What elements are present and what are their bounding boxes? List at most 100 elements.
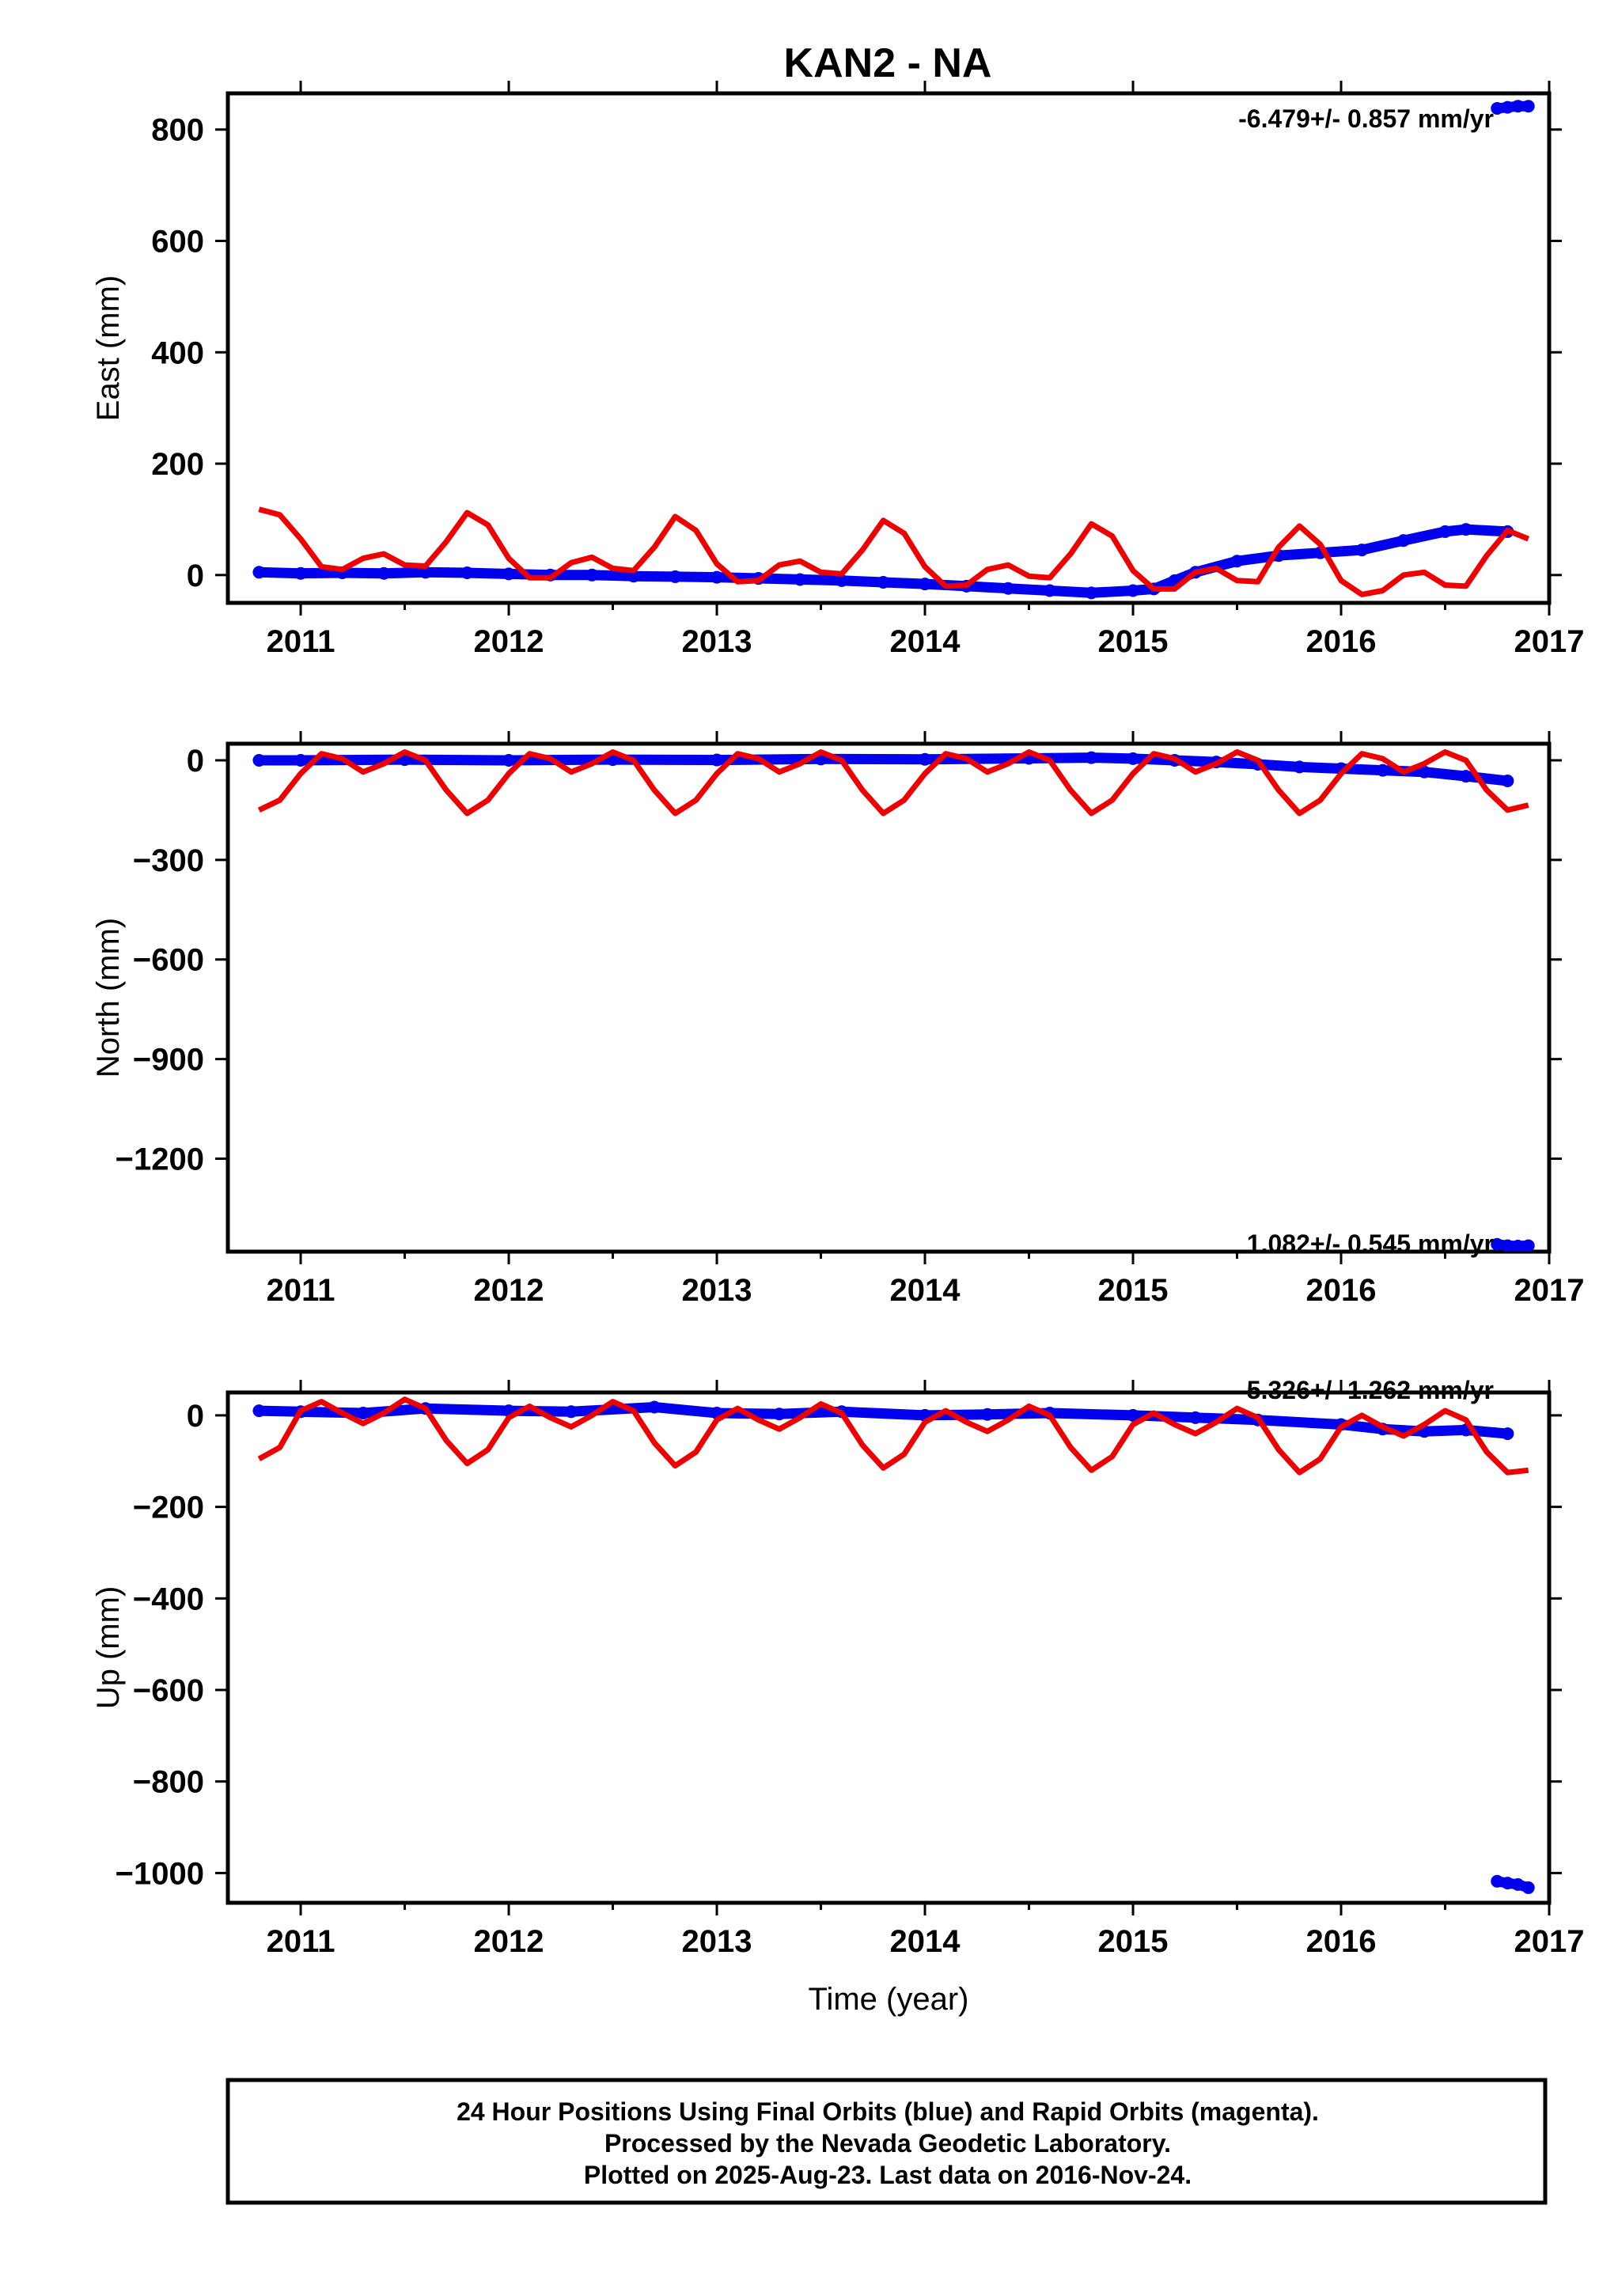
- y-axis-label: North (mm): [91, 918, 126, 1078]
- model-curve: [257, 749, 1529, 816]
- position-point: [648, 1400, 661, 1414]
- position-point: [502, 753, 516, 767]
- plot-frame: [225, 741, 1552, 1254]
- position-point: [1511, 1877, 1525, 1891]
- y-tick-label: −300: [133, 843, 204, 878]
- position-point: [1501, 1877, 1514, 1890]
- x-tick-label: 2017: [1514, 1273, 1585, 1308]
- position-point: [1501, 1239, 1514, 1252]
- plot-frame: [225, 91, 1552, 605]
- position-point: [772, 1408, 786, 1421]
- position-point: [710, 570, 724, 584]
- position-point: [1396, 534, 1410, 547]
- position-point: [1085, 586, 1098, 600]
- position-point: [252, 753, 266, 767]
- model-curve: [258, 506, 1530, 597]
- position-point: [419, 566, 432, 579]
- position-point: [1521, 100, 1535, 113]
- plot-frame: [225, 1390, 1552, 1905]
- x-axis-label: Time (year): [809, 1982, 969, 2017]
- x-tick-label: 2017: [1514, 1924, 1585, 1959]
- y-axis-label: Up (mm): [91, 1586, 126, 1710]
- position-point: [585, 568, 599, 582]
- rate-annotation: -6.479+/- 0.857 mm/yr: [1238, 104, 1494, 133]
- x-tick-label: 2012: [474, 624, 544, 659]
- position-point: [294, 566, 308, 580]
- position-point: [1043, 584, 1056, 597]
- footer-line-3: Plotted on 2025-Aug-23. Last data on 201…: [584, 2161, 1192, 2189]
- y-tick-label: −600: [133, 1673, 204, 1708]
- up-panel: 2011 2012 2013 2014 2015 2016 2017 0 −200 −400 −60…: [91, 1376, 1584, 2017]
- x-tick-label: 2013: [682, 1273, 752, 1308]
- position-point: [294, 753, 308, 767]
- x-tick-label: 2016: [1306, 1273, 1377, 1308]
- y-tick-label: −900: [133, 1043, 204, 1078]
- position-point: [356, 1407, 369, 1420]
- position-point: [877, 575, 890, 589]
- position-point: [835, 574, 848, 587]
- position-point: [1501, 100, 1514, 114]
- x-tick-label: 2011: [267, 624, 335, 659]
- data-layer: [252, 100, 1535, 600]
- y-tick-label: −800: [133, 1765, 204, 1800]
- position-point: [980, 1408, 994, 1421]
- position-point: [252, 566, 266, 579]
- position-point: [1491, 1874, 1504, 1888]
- y-tick-label: −1000: [116, 1856, 204, 1891]
- footer-box: 24 Hour Positions Using Final Orbits (bl…: [225, 2078, 1548, 2205]
- position-point: [669, 570, 682, 583]
- position-point: [919, 752, 932, 766]
- position-trace: [253, 752, 1513, 786]
- x-tick-label: 2015: [1098, 1924, 1169, 1959]
- y-tick-label: −200: [133, 1491, 204, 1525]
- position-point: [1085, 751, 1098, 764]
- footer-line-1: 24 Hour Positions Using Final Orbits (bl…: [457, 2097, 1319, 2126]
- x-tick-label: 2014: [890, 1924, 961, 1959]
- y-tick-label: 400: [151, 335, 204, 370]
- figure-title: KAN2 - NA: [784, 40, 992, 86]
- position-point: [919, 578, 932, 591]
- y-tick-label: 0: [187, 559, 204, 593]
- position-point: [710, 753, 724, 767]
- x-tick-label: 2012: [474, 1924, 544, 1959]
- north-panel: 2011 2012 2013 2014 2015 2016 2017 0 −300 −600 −90…: [91, 731, 1584, 1308]
- position-point: [1293, 760, 1306, 774]
- x-tick-label: 2012: [474, 1273, 544, 1308]
- position-point: [460, 566, 474, 579]
- rate-annotation: 1.082+/- 0.545 mm/yr: [1247, 1229, 1494, 1258]
- east-panel: 2011 2012 2013 2014 2015 2016 2017 0 200 400 600 80…: [91, 81, 1584, 659]
- x-tick-label: 2015: [1098, 1273, 1169, 1308]
- y-tick-label: 200: [151, 447, 204, 482]
- position-point: [1501, 774, 1514, 787]
- position-point: [1438, 525, 1452, 538]
- position-point: [1355, 544, 1369, 557]
- rate-annotation: -5.326+/- 1.262 mm/yr: [1238, 1376, 1494, 1404]
- y-tick-label: 0: [187, 1399, 204, 1434]
- data-layer: [252, 1396, 1535, 1894]
- position-point: [1376, 763, 1389, 777]
- position-point: [564, 1405, 578, 1419]
- position-point: [1459, 523, 1472, 536]
- x-tick-label: 2014: [890, 1273, 961, 1308]
- y-tick-label: 0: [187, 744, 204, 779]
- x-tick-label: 2013: [682, 624, 752, 659]
- x-tick-label: 2011: [267, 1273, 335, 1308]
- y-tick-label: −1200: [116, 1142, 204, 1177]
- x-tick-label: 2016: [1306, 624, 1377, 659]
- position-point: [1127, 584, 1140, 597]
- position-point: [252, 1404, 266, 1418]
- position-point: [1511, 1239, 1525, 1252]
- x-tick-label: 2017: [1514, 624, 1585, 659]
- y-axis-label: East (mm): [91, 275, 126, 421]
- position-point: [1127, 1408, 1140, 1422]
- x-tick-label: 2011: [267, 1924, 335, 1959]
- model-curve: [257, 1396, 1529, 1476]
- position-point: [1230, 555, 1244, 568]
- position-point: [1521, 1881, 1535, 1894]
- footer-line-2: Processed by the Nevada Geodetic Laborat…: [604, 2129, 1171, 2158]
- x-tick-label: 2016: [1306, 1924, 1377, 1959]
- position-point: [794, 573, 807, 586]
- position-point: [1501, 1427, 1514, 1441]
- position-point: [377, 566, 391, 580]
